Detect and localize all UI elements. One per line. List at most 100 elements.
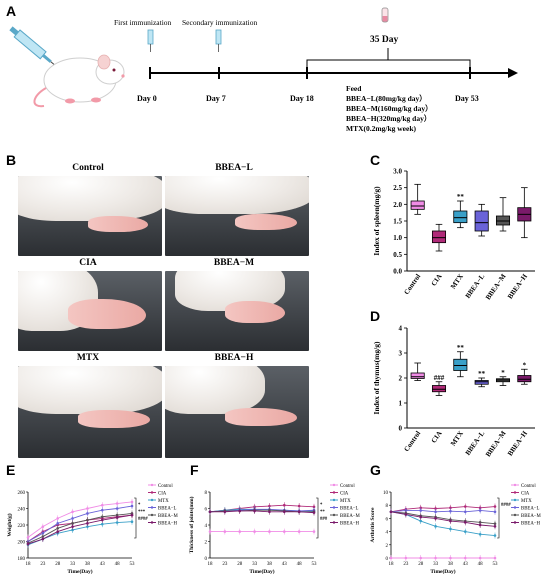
y-axis-label: Weight(g) — [6, 513, 13, 536]
y-tick-label: 1 — [399, 400, 403, 408]
y-tick-label: 2 — [399, 375, 403, 383]
significance-label: *** — [138, 510, 146, 515]
series-line — [27, 514, 133, 545]
legend-marker — [332, 506, 336, 509]
y-tick-label: 0.0 — [393, 268, 402, 276]
data-point — [478, 509, 482, 512]
data-point — [268, 504, 271, 508]
data-point — [297, 510, 301, 514]
y-tick-label: 0 — [386, 557, 389, 562]
data-point — [449, 556, 452, 560]
data-point — [449, 527, 452, 531]
y-tick-label: 3.0 — [393, 168, 402, 176]
significance-label: ** — [478, 370, 486, 378]
y-tick-label: 3 — [399, 350, 403, 358]
data-point — [130, 504, 134, 508]
data-point — [71, 522, 74, 525]
paw-photo-bbea-m — [165, 271, 309, 351]
significance-label: ### — [320, 517, 328, 522]
x-tick-label: BBEA−M — [484, 429, 508, 458]
y-tick-label: 6 — [386, 517, 389, 522]
data-point — [493, 534, 497, 537]
legend-label: BBEA−H — [521, 521, 540, 526]
data-point — [115, 516, 119, 519]
data-point — [493, 510, 497, 514]
data-point — [238, 530, 242, 533]
data-point — [56, 527, 60, 530]
data-point — [463, 521, 467, 524]
data-point — [223, 530, 227, 533]
paw-photo-mtx — [18, 366, 162, 458]
data-point — [312, 505, 316, 509]
data-point — [419, 556, 423, 560]
data-point — [253, 509, 256, 513]
syringe-icon-second — [215, 29, 222, 52]
photo-label: BBEA−L — [215, 163, 253, 173]
first-immunization-label: First immunization — [114, 18, 172, 27]
data-point — [71, 525, 74, 528]
data-point — [434, 517, 437, 520]
panel-label-e: E — [6, 462, 16, 478]
y-tick-label: 4 — [386, 531, 389, 536]
x-tick-label: BBEA−L — [464, 272, 487, 300]
significance-label: #### — [501, 503, 511, 508]
data-point — [100, 503, 104, 507]
data-point — [419, 509, 423, 512]
x-tick-label: 18 — [389, 562, 395, 567]
data-point — [268, 510, 271, 514]
x-axis-label: Time(Day) — [430, 568, 455, 575]
y-tick-label: 4 — [205, 524, 208, 529]
x-tick-label: 53 — [130, 562, 136, 567]
box — [474, 210, 489, 232]
x-tick-label: BBEA−M — [484, 272, 508, 301]
day-label: Day 0 — [137, 94, 157, 103]
data-point — [478, 523, 482, 527]
data-point — [493, 525, 497, 528]
data-point — [71, 517, 74, 520]
data-point — [493, 505, 497, 508]
data-point — [26, 542, 30, 546]
x-tick-label: 43 — [100, 562, 106, 567]
panel-label-g: G — [370, 462, 381, 478]
feed-line: BBEA−L(80mg/kg day） — [346, 94, 427, 103]
data-point — [71, 510, 74, 514]
data-point — [56, 517, 60, 520]
y-tick-label: 2.5 — [393, 184, 402, 192]
significance-bracket — [134, 497, 137, 539]
legend-marker — [150, 498, 154, 502]
joint-thickness-line-chart: 0 2 4 6 8 18 23 28 33 38 43 48 53 Time(Day) Thickness … — [188, 483, 360, 575]
day-label: Day 53 — [455, 94, 479, 103]
data-point — [71, 528, 74, 532]
legend-marker — [150, 483, 154, 487]
panel-label-d: D — [370, 308, 381, 324]
legend-label: Control — [521, 484, 536, 489]
x-tick-label: 28 — [55, 562, 61, 567]
data-point — [41, 525, 45, 528]
data-point — [115, 521, 119, 524]
y-tick-label: 6 — [205, 508, 208, 513]
legend-marker — [332, 491, 336, 494]
data-point — [404, 513, 408, 516]
y-tick-label: 180 — [18, 557, 26, 562]
significance-label: * — [320, 503, 323, 508]
thymus-index-boxplot: 0 1 2 3 4 Index of thymus(mg/g) Control ### CIA *… — [372, 325, 535, 458]
data-point — [100, 518, 104, 522]
box — [410, 372, 425, 379]
feed-line: MTX(0.2mg/kg week) — [346, 124, 416, 133]
significance-label: * — [138, 503, 141, 508]
data-point — [312, 530, 316, 533]
syringe-icon-first — [147, 29, 154, 52]
y-tick-label: 8 — [386, 504, 389, 509]
data-point — [282, 510, 286, 514]
legend-marker — [150, 513, 154, 517]
x-tick-label: BBEA−H — [506, 429, 529, 457]
legend-marker — [150, 521, 154, 524]
legend-label: CIA — [521, 491, 530, 496]
data-point — [297, 530, 301, 533]
panel-label-f: F — [190, 462, 199, 478]
data-point — [238, 509, 242, 513]
legend-label: MTX — [521, 499, 532, 504]
x-tick-label: 18 — [26, 562, 32, 567]
photo-label: Control — [72, 163, 104, 173]
data-point — [282, 503, 286, 507]
